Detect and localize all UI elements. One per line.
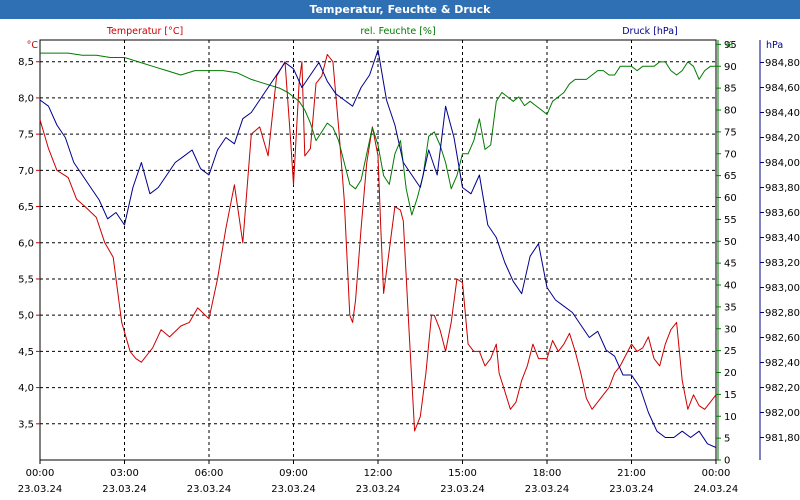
pressure-tick-label: 984,20 xyxy=(765,133,800,144)
temperature-tick-label: 6,5 xyxy=(18,202,34,213)
humidity-tick-label: 60 xyxy=(724,193,737,204)
temperature-tick-label: 4,5 xyxy=(18,347,34,358)
time-tick-label: 00:00 xyxy=(26,468,55,479)
pressure-tick-label: 983,80 xyxy=(765,183,800,194)
time-tick-label: 09:00 xyxy=(279,468,308,479)
pressure-tick-label: 982,60 xyxy=(765,333,800,344)
humidity-tick-label: 70 xyxy=(724,149,737,160)
humidity-tick-label: 10 xyxy=(724,412,737,423)
humidity-tick-label: 90 xyxy=(724,62,737,73)
date-tick-label: 23.03.24 xyxy=(18,484,63,495)
humidity-tick-label: 75 xyxy=(724,127,737,138)
series-line-humidity xyxy=(40,52,716,216)
humidity-unit-label: % xyxy=(724,40,733,51)
humidity-tick-label: 35 xyxy=(724,302,737,313)
time-tick-label: 21:00 xyxy=(617,468,646,479)
legend-temperature: Temperatur [°C] xyxy=(106,26,183,37)
time-tick-label: 12:00 xyxy=(364,468,393,479)
temperature-tick-label: 8,5 xyxy=(18,57,34,68)
pressure-unit-label: hPa xyxy=(766,40,783,51)
humidity-tick-label: 95 xyxy=(724,40,737,51)
temperature-axis: 3,5 4,0 4,5 5,0 5,5 6,0 6,5 7,0 7,5 8,0 8,5 xyxy=(18,57,40,430)
date-tick-label: 23.03.24 xyxy=(187,484,232,495)
window-title: Temperatur, Feuchte & Druck xyxy=(0,0,800,19)
temperature-tick-label: 8,0 xyxy=(18,93,34,104)
pressure-tick-label: 982,40 xyxy=(765,358,800,369)
humidity-tick-label: 80 xyxy=(724,106,737,117)
legend-humidity: rel. Feuchte [%] xyxy=(360,26,435,37)
humidity-tick-label: 55 xyxy=(724,215,737,226)
pressure-tick-label: 984,60 xyxy=(765,83,800,94)
time-tick-label: 03:00 xyxy=(110,468,139,479)
pressure-tick-label: 983,20 xyxy=(765,258,800,269)
pressure-tick-label: 984,80 xyxy=(765,58,800,69)
gridlines xyxy=(40,40,716,460)
pressure-tick-label: 984,00 xyxy=(765,158,800,169)
date-tick-label: 23.03.24 xyxy=(102,484,147,495)
series-lines xyxy=(39,49,717,448)
time-tick-label: 15:00 xyxy=(448,468,477,479)
pressure-tick-label: 983,40 xyxy=(765,233,800,244)
pressure-tick-label: 984,40 xyxy=(765,108,800,119)
temperature-tick-label: 5,0 xyxy=(18,311,34,322)
pressure-tick-label: 983,60 xyxy=(765,208,800,219)
temperature-unit-label: °C xyxy=(27,40,39,51)
pressure-tick-label: 982,80 xyxy=(765,308,800,319)
humidity-tick-label: 15 xyxy=(724,390,737,401)
legend-pressure: Druck [hPa] xyxy=(622,26,678,37)
date-tick-label: 23.03.24 xyxy=(271,484,316,495)
humidity-tick-label: 25 xyxy=(724,346,737,357)
pressure-axis: 981,80 982,00 982,20 982,40 982,60 982,80 983,… xyxy=(759,40,800,460)
pressure-tick-label: 981,80 xyxy=(765,433,800,444)
humidity-tick-label: 0 xyxy=(724,456,730,467)
series-line-temperature xyxy=(39,54,717,432)
date-tick-label: 23.03.24 xyxy=(525,484,570,495)
temperature-tick-label: 6,0 xyxy=(18,238,34,249)
temperature-tick-label: 7,5 xyxy=(18,130,34,141)
humidity-tick-label: 30 xyxy=(724,324,737,335)
temperature-tick-label: 7,0 xyxy=(18,166,34,177)
temperature-tick-label: 3,5 xyxy=(18,419,34,430)
humidity-tick-label: 65 xyxy=(724,171,737,182)
pressure-tick-label: 983,00 xyxy=(765,283,800,294)
humidity-axis: 0 5 10 15 20 25 30 35 40 45 50 55 60 65 70 75 80 85 90 95 xyxy=(716,40,737,467)
pressure-tick-label: 982,00 xyxy=(765,408,800,419)
temperature-tick-label: 4,0 xyxy=(18,383,34,394)
humidity-tick-label: 50 xyxy=(724,237,737,248)
date-tick-label: 23.03.24 xyxy=(356,484,401,495)
date-tick-label: 24.03.24 xyxy=(694,484,739,495)
date-tick-label: 23.03.24 xyxy=(609,484,654,495)
time-tick-label: 18:00 xyxy=(533,468,562,479)
time-axis: 00:00 23.03.24 03:00 23.03.24 06:00 23.03.24 0… xyxy=(18,460,739,495)
humidity-tick-label: 85 xyxy=(724,84,737,95)
humidity-tick-label: 20 xyxy=(724,368,737,379)
time-tick-label: 06:00 xyxy=(195,468,224,479)
time-tick-label: 00:00 xyxy=(702,468,731,479)
humidity-tick-label: 5 xyxy=(724,434,730,445)
series-line-pressure xyxy=(39,49,717,448)
temperature-tick-label: 5,5 xyxy=(18,274,34,285)
pressure-tick-label: 982,20 xyxy=(765,383,800,394)
humidity-tick-label: 40 xyxy=(724,281,737,292)
date-tick-label: 23.03.24 xyxy=(440,484,485,495)
humidity-tick-label: 45 xyxy=(724,259,737,270)
